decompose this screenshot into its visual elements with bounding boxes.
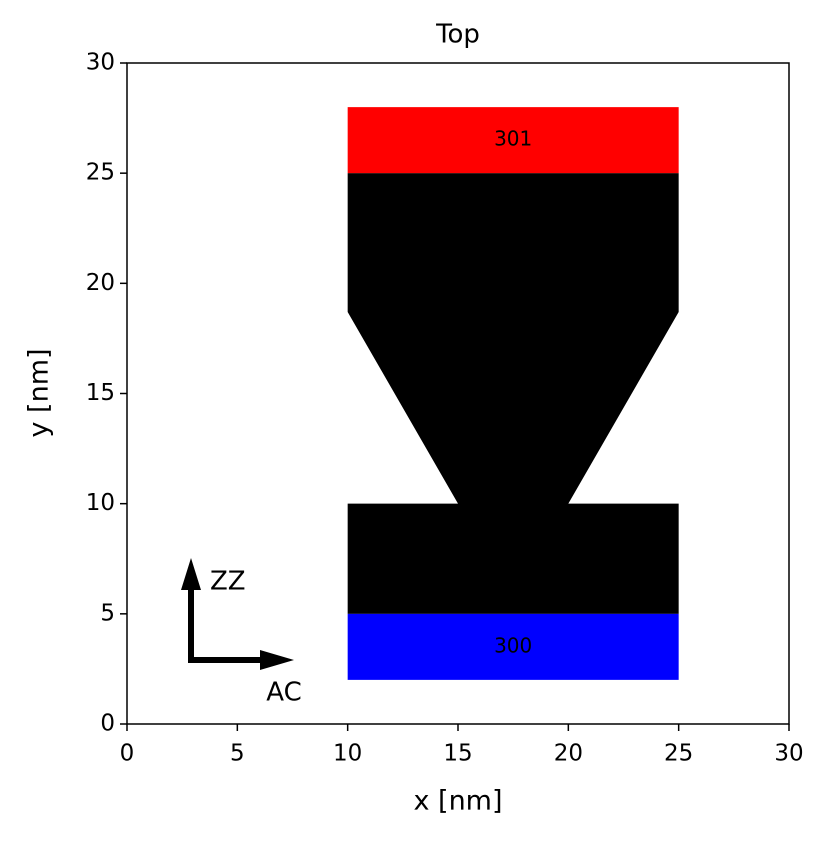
y-tick-label: 5 — [100, 600, 115, 626]
y-tick-label: 20 — [86, 270, 115, 296]
zz-label: ZZ — [210, 567, 246, 597]
y-tick-label: 15 — [86, 380, 115, 406]
shape — [347, 613, 679, 680]
axes-arrows — [181, 558, 294, 670]
x-tick-label: 0 — [120, 741, 135, 767]
y-tick-label: 0 — [100, 711, 115, 737]
y-tick-label: 10 — [86, 490, 115, 516]
y-tick-label: 25 — [86, 160, 115, 186]
shape-label: 301 — [494, 127, 532, 151]
chart-title: Top — [435, 20, 480, 50]
shape-label: 300 — [494, 633, 532, 657]
shape — [347, 107, 679, 174]
x-tick-label: 20 — [554, 741, 583, 767]
y-axis-label: y [nm] — [24, 348, 55, 437]
x-tick-label: 10 — [333, 741, 362, 767]
x-tick-label: 30 — [774, 741, 803, 767]
x-tick-label: 25 — [664, 741, 693, 767]
x-tick-label: 5 — [230, 741, 245, 767]
y-tick-label: 30 — [86, 50, 115, 76]
ac-label: AC — [266, 678, 301, 708]
x-tick-label: 15 — [443, 741, 472, 767]
shape — [347, 173, 679, 614]
x-axis-label: x [nm] — [413, 786, 502, 817]
